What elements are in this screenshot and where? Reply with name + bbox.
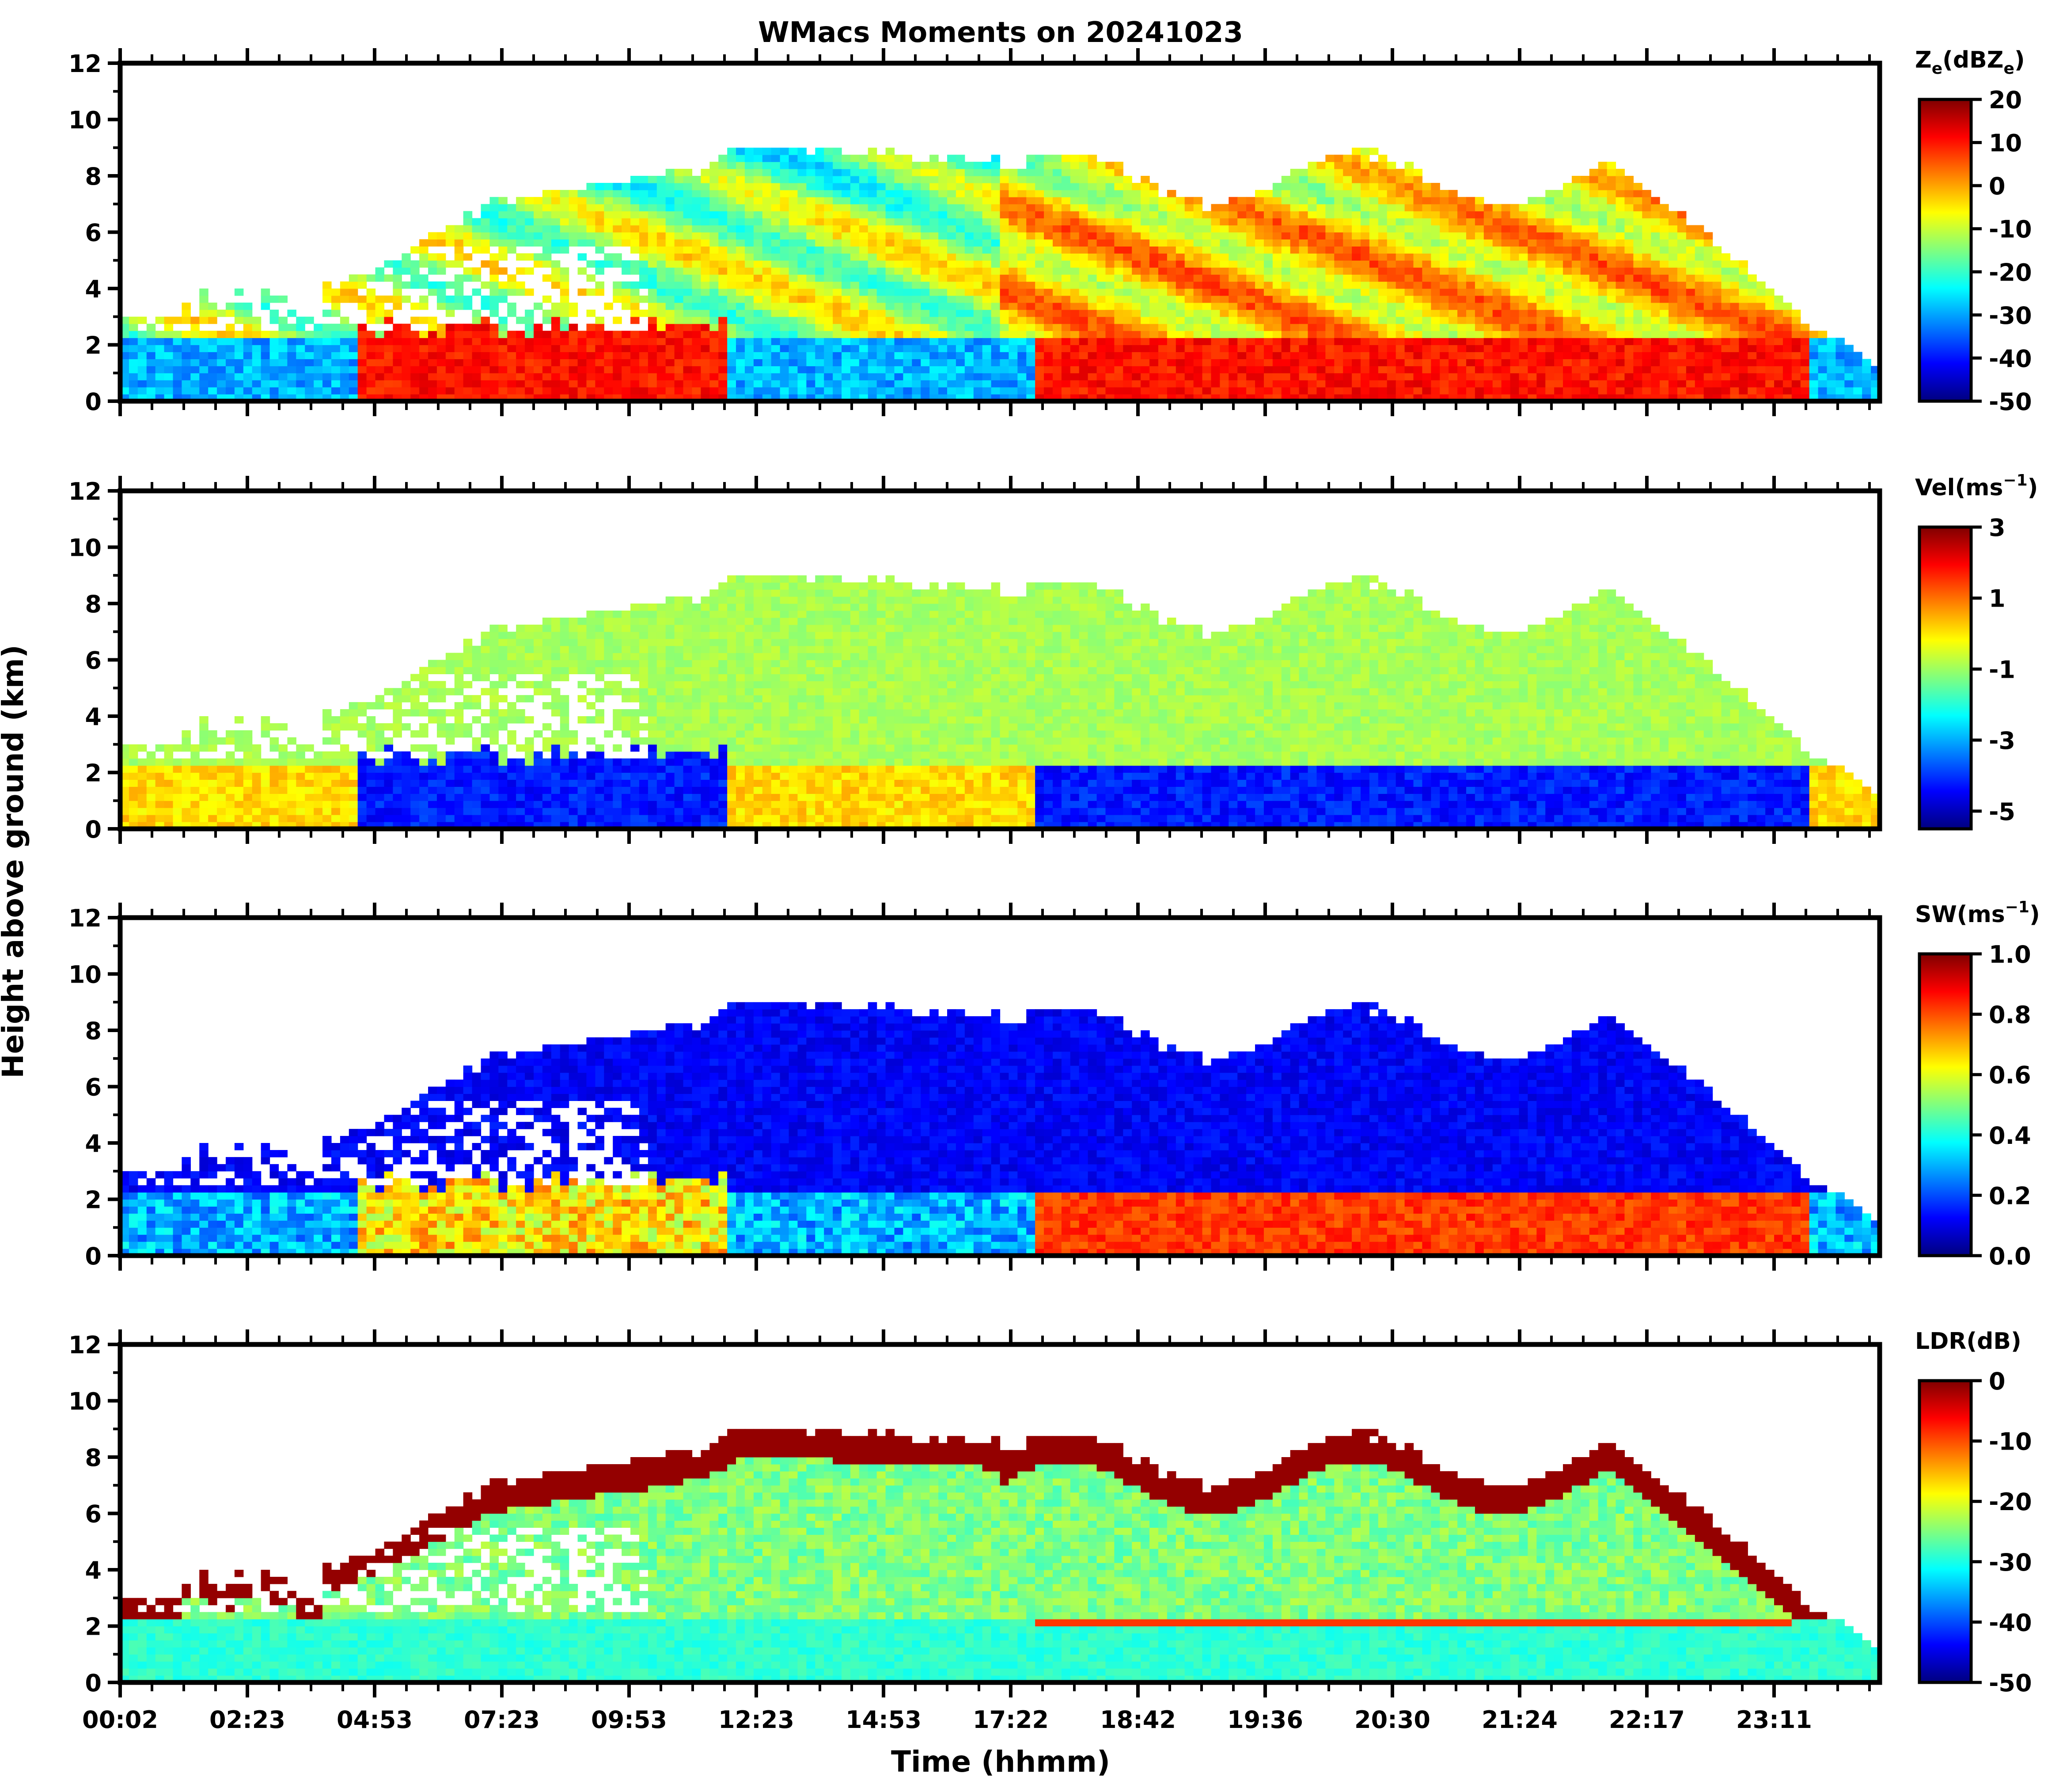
colorbar-tick-label: -40: [1989, 345, 2032, 372]
colorbar-ze: [1919, 99, 1971, 401]
colorbar-vel: [1919, 527, 1971, 829]
colorbar-tick-label: -5: [1989, 798, 2015, 826]
colorbar-ldr: [1919, 1381, 1971, 1682]
y-tick-label: 0: [85, 816, 102, 843]
y-tick-label: 4: [85, 1130, 102, 1158]
x-tick-label: 04:53: [337, 1706, 413, 1734]
colorbar-tick-label: 0.0: [1989, 1242, 2031, 1270]
heatmap-ldr: [120, 1429, 1880, 1682]
figure: WMacs Moments on 20241023 Height above g…: [0, 0, 2063, 1792]
x-tick-label: 19:36: [1227, 1706, 1303, 1734]
x-tick-label: 23:11: [1736, 1706, 1812, 1734]
heatmap-vel: [120, 575, 1880, 829]
x-tick-label: 12:23: [718, 1706, 794, 1734]
y-tick-label: 4: [85, 1557, 102, 1584]
colorbar-tick-label: -30: [1989, 302, 2032, 330]
colorbar-sw: [1919, 954, 1971, 1256]
y-tick-label: 0: [85, 1669, 102, 1697]
colorbar-tick-label: -1: [1989, 656, 2015, 683]
y-tick-label: 12: [68, 904, 102, 932]
colorbar-tick-label: -20: [1989, 258, 2032, 286]
x-tick-label: 22:17: [1609, 1706, 1685, 1734]
colorbar-tick-label: 0: [1989, 1367, 2006, 1395]
colorbar-tick-label: -10: [1989, 1428, 2032, 1456]
y-tick-label: 0: [85, 388, 102, 416]
colorbar-label-ze: Ze(dBZe): [1915, 47, 2025, 78]
panel-vel: 0 2 4 6 8 10 12 3 1 -1 -3 -5 Vel(ms−1): [68, 471, 2038, 844]
x-tick-label: 09:53: [591, 1706, 667, 1734]
y-tick-label: 2: [85, 332, 102, 360]
y-tick-label: 10: [68, 961, 102, 989]
y-tick-label: 6: [85, 1074, 102, 1101]
panel-sw: 0 2 4 6 8 10 12 1.0 0.8 0.6 0.4 0.2 0.0 SW(ms−1): [68, 898, 2040, 1271]
y-tick-label: 2: [85, 759, 102, 787]
chart-title: WMacs Moments on 20241023: [758, 16, 1243, 49]
colorbar-tick-label: 1.0: [1989, 941, 2031, 968]
colorbar-tick-label: 20: [1989, 86, 2022, 114]
panel-ldr: 0 2 4 6 8 10 12 00:02 02:23 04:53 07:23 09:53 12:23 1…: [68, 1328, 2032, 1734]
y-tick-label: 8: [85, 1444, 102, 1472]
y-axis-label: Height above ground (km): [0, 645, 30, 1078]
y-tick-label: 2: [85, 1186, 102, 1214]
y-tick-label: 10: [68, 106, 102, 134]
x-tick-label: 00:02: [82, 1706, 158, 1734]
colorbar-tick-label: 0: [1989, 172, 2006, 200]
y-tick-label: 8: [85, 590, 102, 618]
y-tick-label: 12: [68, 50, 102, 78]
y-tick-label: 2: [85, 1613, 102, 1641]
colorbar-tick-label: 0.4: [1989, 1122, 2031, 1150]
colorbar-tick-label: 0.8: [1989, 1001, 2031, 1029]
colorbar-tick-label: 1: [1989, 585, 2006, 613]
colorbar-label-sw: SW(ms−1): [1915, 898, 2040, 928]
x-tick-label: 21:24: [1482, 1706, 1558, 1734]
colorbar-tick-label: -20: [1989, 1488, 2032, 1516]
colorbar-tick-label: 0.6: [1989, 1061, 2031, 1089]
colorbar-tick-label: 10: [1989, 129, 2022, 157]
heatmap-ze: [120, 148, 1880, 401]
colorbar-tick-label: -50: [1989, 388, 2032, 416]
colorbar-tick-label: 3: [1989, 514, 2006, 542]
colorbar-tick-label: -10: [1989, 216, 2032, 243]
y-tick-label: 6: [85, 1500, 102, 1528]
heatmap-sw: [120, 1002, 1880, 1256]
y-tick-label: 4: [85, 703, 102, 731]
y-tick-label: 12: [68, 1331, 102, 1359]
colorbar-tick-label: -40: [1989, 1609, 2032, 1636]
y-tick-label: 6: [85, 647, 102, 675]
x-tick-label: 20:30: [1354, 1706, 1430, 1734]
colorbar-label-ldr: LDR(dB): [1915, 1328, 2021, 1355]
y-tick-label: 8: [85, 1017, 102, 1045]
colorbar-label-vel: Vel(ms−1): [1915, 471, 2038, 501]
x-tick-label: 02:23: [209, 1706, 285, 1734]
y-tick-label: 10: [68, 534, 102, 562]
y-tick-label: 4: [85, 275, 102, 303]
colorbar-tick-label: -30: [1989, 1549, 2032, 1576]
x-tick-label: 17:22: [973, 1706, 1049, 1734]
y-tick-label: 10: [68, 1388, 102, 1416]
y-tick-label: 0: [85, 1242, 102, 1270]
x-tick-label: 07:23: [464, 1706, 540, 1734]
colorbar-tick-label: 0.2: [1989, 1182, 2031, 1210]
x-axis-label: Time (hhmm): [891, 1745, 1110, 1779]
y-tick-label: 8: [85, 163, 102, 190]
x-tick-label: 14:53: [846, 1706, 922, 1734]
y-tick-label: 12: [68, 478, 102, 505]
panel-ze: 0 2 4 6 8 10 12 20 10 0 -10 -20 -30 -40 -50 Ze(dBZe): [68, 47, 2032, 416]
y-tick-label: 6: [85, 219, 102, 247]
colorbar-tick-label: -3: [1989, 727, 2015, 755]
x-tick-label: 18:42: [1100, 1706, 1176, 1734]
colorbar-tick-label: -50: [1989, 1669, 2032, 1697]
